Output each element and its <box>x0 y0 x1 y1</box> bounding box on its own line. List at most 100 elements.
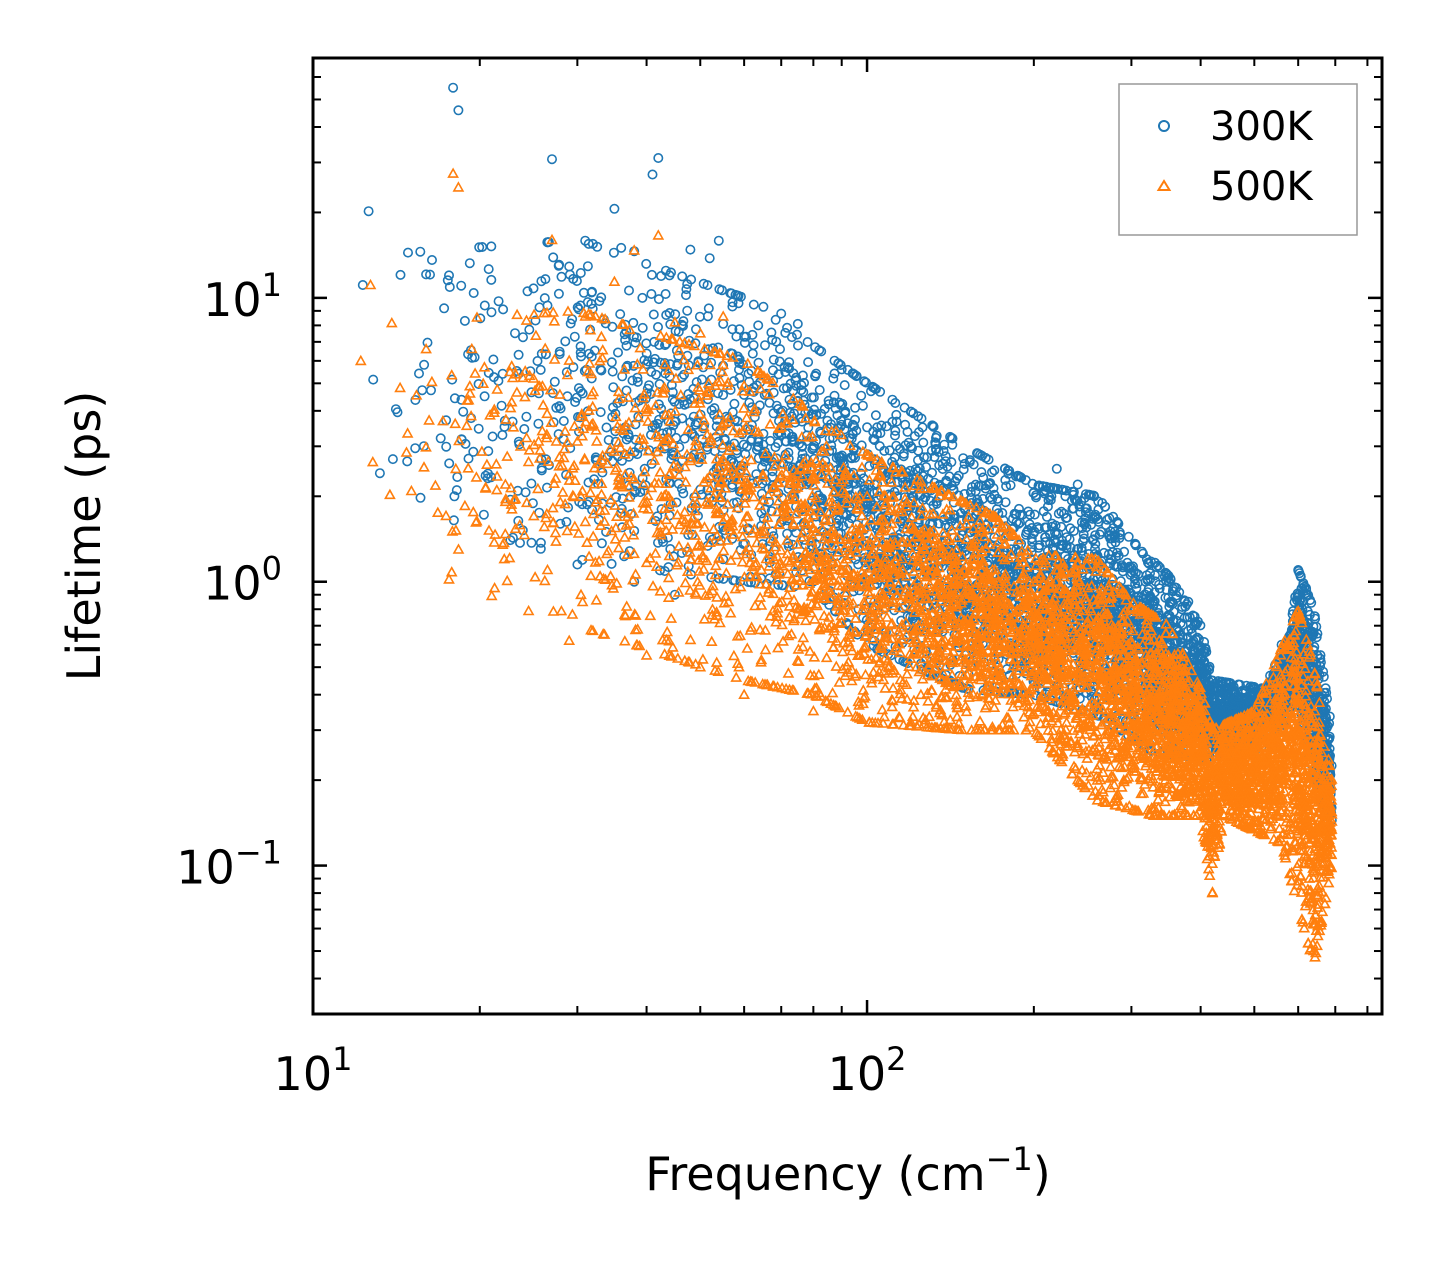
data-point <box>748 299 759 310</box>
data-point <box>468 446 479 457</box>
data-point <box>918 437 929 448</box>
data-point <box>473 423 484 434</box>
data-point <box>387 454 398 465</box>
data-point <box>589 345 600 356</box>
data-point <box>479 300 490 311</box>
data-point <box>729 398 740 409</box>
data-point <box>669 396 680 407</box>
data-point <box>628 360 639 371</box>
data-point <box>739 337 750 348</box>
data-point <box>575 267 586 278</box>
data-point <box>410 394 421 405</box>
data-point <box>606 558 617 569</box>
data-point <box>425 385 436 396</box>
data-point <box>677 271 688 282</box>
data-point <box>792 340 803 351</box>
data-point <box>535 543 546 554</box>
data-point <box>652 321 663 332</box>
data-point <box>748 340 759 351</box>
data-point <box>747 348 758 359</box>
data-point <box>637 292 648 303</box>
data-point <box>441 441 452 452</box>
data-point <box>478 509 489 520</box>
data-point <box>814 384 825 395</box>
data-point <box>921 461 932 472</box>
data-point <box>439 303 450 314</box>
data-point <box>612 347 623 358</box>
data-point <box>493 296 504 307</box>
data-point <box>415 246 426 257</box>
data-point <box>535 364 546 375</box>
data-point <box>395 269 406 280</box>
data-point <box>601 422 612 433</box>
data-point <box>519 423 530 434</box>
data-point <box>582 261 593 272</box>
data-point <box>623 285 634 296</box>
data-point <box>524 324 535 335</box>
data-point <box>415 492 426 503</box>
data-point <box>569 331 580 342</box>
data-point <box>899 402 910 413</box>
data-point <box>774 344 785 355</box>
data-point <box>526 537 537 548</box>
data-point <box>521 411 532 422</box>
data-point <box>419 359 430 370</box>
data-point <box>797 370 808 381</box>
data-point <box>1094 529 1105 540</box>
data-point <box>458 406 469 417</box>
data-point <box>448 515 459 526</box>
data-point <box>520 487 531 498</box>
data-point <box>621 385 632 396</box>
data-point <box>778 383 789 394</box>
data-point <box>402 247 413 258</box>
data-point <box>533 418 544 429</box>
data-point <box>881 421 892 432</box>
data-point <box>809 404 820 415</box>
data-point <box>548 252 559 263</box>
data-point <box>870 410 881 421</box>
data-point <box>678 488 689 499</box>
data-point <box>496 400 507 411</box>
data-point <box>976 467 987 478</box>
data-point <box>558 415 569 426</box>
data-point <box>417 385 428 396</box>
data-point <box>480 470 491 481</box>
data-point <box>560 336 571 347</box>
data-point <box>607 366 618 377</box>
data-point <box>517 332 528 343</box>
data-point <box>596 538 607 549</box>
data-point <box>497 429 508 440</box>
data-point <box>488 354 499 365</box>
data-point <box>532 355 543 366</box>
data-point <box>679 433 690 444</box>
data-point <box>791 329 802 340</box>
data-point <box>549 376 560 387</box>
data-point <box>562 391 573 402</box>
data-point <box>889 430 900 441</box>
data-point <box>823 395 834 406</box>
data-point <box>444 458 455 469</box>
data-point <box>712 388 723 399</box>
data-point <box>498 304 509 315</box>
data-point <box>802 336 813 347</box>
data-point <box>617 371 628 382</box>
data-point <box>509 328 520 339</box>
data-point <box>452 471 463 482</box>
data-point <box>413 368 424 379</box>
data-point <box>1053 508 1064 519</box>
data-point <box>983 454 994 465</box>
data-point <box>890 397 901 408</box>
data-point <box>456 280 467 291</box>
data-point <box>989 465 1000 476</box>
data-point <box>483 264 494 275</box>
data-point <box>646 269 657 280</box>
data-point <box>839 380 850 391</box>
data-point <box>856 390 867 401</box>
data-point <box>646 288 657 299</box>
data-point <box>656 270 667 281</box>
data-point <box>424 269 435 280</box>
data-points <box>354 82 1338 962</box>
data-point <box>828 373 839 384</box>
data-point <box>902 426 913 437</box>
